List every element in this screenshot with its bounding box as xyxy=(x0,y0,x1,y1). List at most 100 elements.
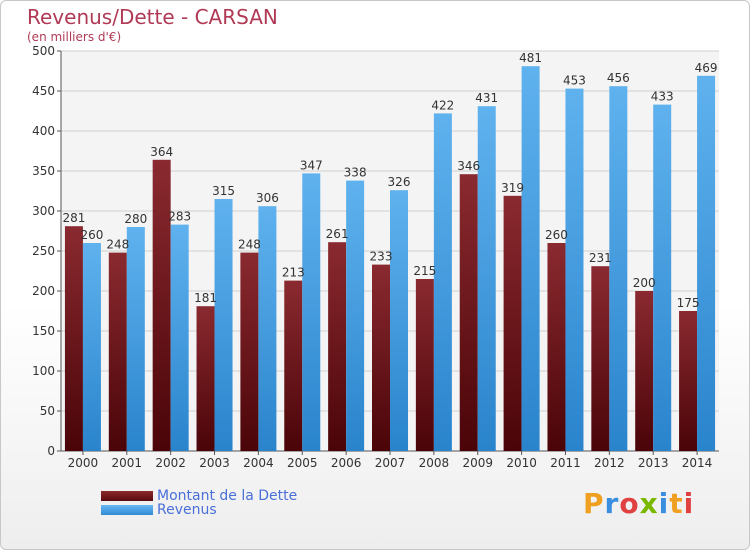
x-tick-label: 2005 xyxy=(287,456,318,470)
logo-letter: i xyxy=(683,487,695,520)
y-tick-label: 100 xyxy=(32,364,55,378)
x-tick-label: 2007 xyxy=(375,456,406,470)
x-tick-label: 2008 xyxy=(419,456,450,470)
bar-revenus xyxy=(126,227,145,451)
data-label-dette: 213 xyxy=(282,266,305,280)
bar-revenus xyxy=(433,113,452,452)
logo-letter: i xyxy=(658,487,670,520)
y-tick-label: 150 xyxy=(32,324,55,338)
bar-dette xyxy=(240,252,259,451)
proxiti-logo: Proxiti xyxy=(583,487,694,520)
bar-revenus xyxy=(302,173,321,451)
y-tick-label: 300 xyxy=(32,204,55,218)
bar-dette xyxy=(196,306,215,451)
data-label-revenus: 456 xyxy=(607,71,630,85)
bar-dette xyxy=(591,266,610,451)
data-label-dette: 248 xyxy=(106,238,129,252)
bar-dette xyxy=(547,243,566,451)
bar-dette xyxy=(328,242,347,451)
chart-subtitle: (en milliers d'€) xyxy=(27,30,122,44)
y-tick-label: 500 xyxy=(32,44,55,58)
logo-letter: o xyxy=(619,487,640,520)
bar-revenus xyxy=(477,106,496,451)
data-label-dette: 248 xyxy=(238,238,261,252)
logo-letter: P xyxy=(583,487,605,520)
data-label-revenus: 306 xyxy=(256,191,279,205)
data-label-dette: 233 xyxy=(370,250,393,264)
legend-label-revenus: Revenus xyxy=(157,502,217,518)
data-label-revenus: 338 xyxy=(344,166,367,180)
data-label-revenus: 481 xyxy=(519,51,542,65)
x-tick-label: 2009 xyxy=(462,456,493,470)
bar-revenus xyxy=(653,104,672,451)
data-label-dette: 364 xyxy=(150,145,173,159)
logo-letter: r xyxy=(604,487,620,520)
x-tick-label: 2014 xyxy=(682,456,713,470)
data-label-dette: 181 xyxy=(194,291,217,305)
data-label-revenus: 422 xyxy=(431,98,454,112)
bar-revenus xyxy=(609,86,628,451)
data-label-revenus: 431 xyxy=(475,91,498,105)
y-tick-label: 400 xyxy=(32,124,55,138)
bar-revenus xyxy=(697,75,716,452)
data-label-dette: 261 xyxy=(326,227,349,241)
data-label-revenus: 347 xyxy=(300,158,323,172)
data-label-dette: 215 xyxy=(413,264,436,278)
x-tick-label: 2013 xyxy=(638,456,669,470)
data-label-dette: 231 xyxy=(589,251,612,265)
x-tick-label: 2002 xyxy=(155,456,186,470)
chart-title: Revenus/Dette - CARSAN xyxy=(27,5,278,29)
bar-revenus xyxy=(521,66,540,451)
legend-swatch-dette xyxy=(101,491,153,501)
data-label-revenus: 433 xyxy=(651,90,674,104)
data-label-revenus: 326 xyxy=(388,175,411,189)
y-tick-label: 50 xyxy=(40,404,55,418)
bar-dette xyxy=(152,159,171,452)
data-label-revenus: 315 xyxy=(212,184,235,198)
legend-item-dette: Montant de la Dette xyxy=(101,488,297,504)
bar-revenus xyxy=(390,190,408,451)
x-tick-label: 2003 xyxy=(199,456,230,470)
bar-dette xyxy=(503,195,522,451)
y-tick-label: 450 xyxy=(32,84,55,98)
x-tick-label: 2001 xyxy=(112,456,143,470)
bar-revenus xyxy=(346,180,365,451)
data-label-revenus: 283 xyxy=(168,210,191,224)
x-tick-label: 2000 xyxy=(68,456,99,470)
data-label-revenus: 469 xyxy=(695,61,718,75)
data-label-dette: 346 xyxy=(457,159,480,173)
data-label-dette: 281 xyxy=(62,211,85,225)
data-label-dette: 175 xyxy=(677,296,700,310)
legend-item-revenus: Revenus xyxy=(101,502,217,518)
bar-revenus xyxy=(565,88,584,451)
legend-label-dette: Montant de la Dette xyxy=(157,488,298,504)
x-tick-label: 2004 xyxy=(243,456,274,470)
x-tick-label: 2006 xyxy=(331,456,362,470)
bar-dette xyxy=(372,264,390,451)
bar-dette xyxy=(679,311,698,451)
y-tick-label: 0 xyxy=(47,444,55,458)
data-label-revenus: 260 xyxy=(80,228,103,242)
x-tick-label: 2012 xyxy=(594,456,625,470)
bar-revenus xyxy=(82,243,101,451)
y-tick-label: 250 xyxy=(32,244,55,258)
x-tick-label: 2010 xyxy=(506,456,537,470)
bar-dette xyxy=(64,226,83,451)
bar-revenus xyxy=(214,199,233,451)
data-label-revenus: 453 xyxy=(563,74,586,88)
y-tick-label: 350 xyxy=(32,164,55,178)
data-label-dette: 260 xyxy=(545,228,568,242)
x-tick-label: 2011 xyxy=(550,456,581,470)
bar-revenus xyxy=(258,206,277,451)
bar-dette xyxy=(108,252,127,451)
bar-dette xyxy=(459,174,478,451)
data-label-revenus: 280 xyxy=(124,212,147,226)
logo-letter: t xyxy=(669,487,684,520)
data-label-dette: 319 xyxy=(501,181,524,195)
data-label-dette: 200 xyxy=(633,276,656,290)
logo-letter: x xyxy=(639,487,659,520)
bar-dette xyxy=(415,279,434,451)
bar-revenus xyxy=(170,224,189,451)
